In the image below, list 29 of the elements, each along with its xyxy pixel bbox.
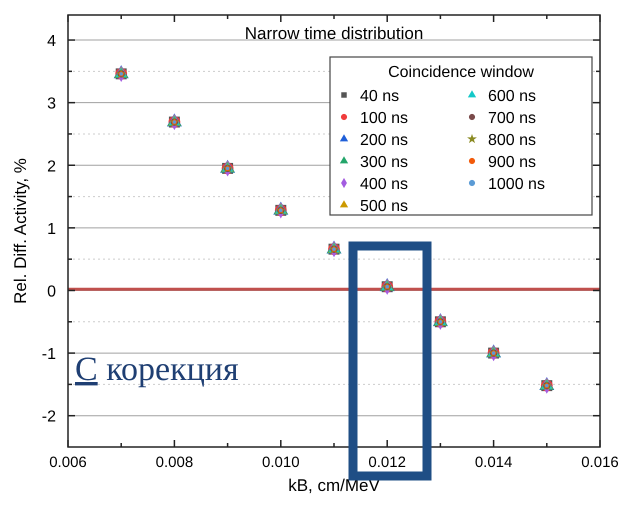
x-tick-label: 0.008 [156,454,194,471]
y-tick-label: 2 [47,158,56,176]
legend-label: 900 ns [488,154,536,171]
legend-label: 300 ns [360,154,408,171]
legend-label: 800 ns [488,132,536,149]
legend-label: 600 ns [488,88,536,105]
legend-label: 700 ns [488,110,536,127]
text: Narrow time distribution [244,24,424,43]
x-tick-label: 0.012 [368,454,406,471]
legend-label: 500 ns [360,198,408,215]
legend-label: 100 ns [360,110,408,127]
y-axis-title: Rel. Diff. Activity, % [11,158,30,304]
x-tick-label: 0.010 [262,454,300,471]
x-tick-label: 0.014 [474,454,512,471]
y-tick-label: -2 [42,408,56,426]
annotation: С корекция [75,351,239,388]
x-tick-label: 0.016 [581,454,619,471]
x-axis-title: kB, cm/MeV [288,476,380,495]
y-tick-label: -1 [42,346,56,364]
x-tick-label: 0.006 [49,454,87,471]
legend-label: 400 ns [360,176,408,193]
y-tick-label: 3 [47,96,56,113]
legend-title: Coincidence window [388,64,534,81]
y-tick-label: 0 [47,283,56,300]
legend-label: 1000 ns [488,176,545,193]
legend-label: 40 ns [360,88,400,105]
y-tick-label: 4 [47,33,56,50]
y-tick-label: 1 [47,220,56,238]
legend-label: 200 ns [360,132,408,149]
